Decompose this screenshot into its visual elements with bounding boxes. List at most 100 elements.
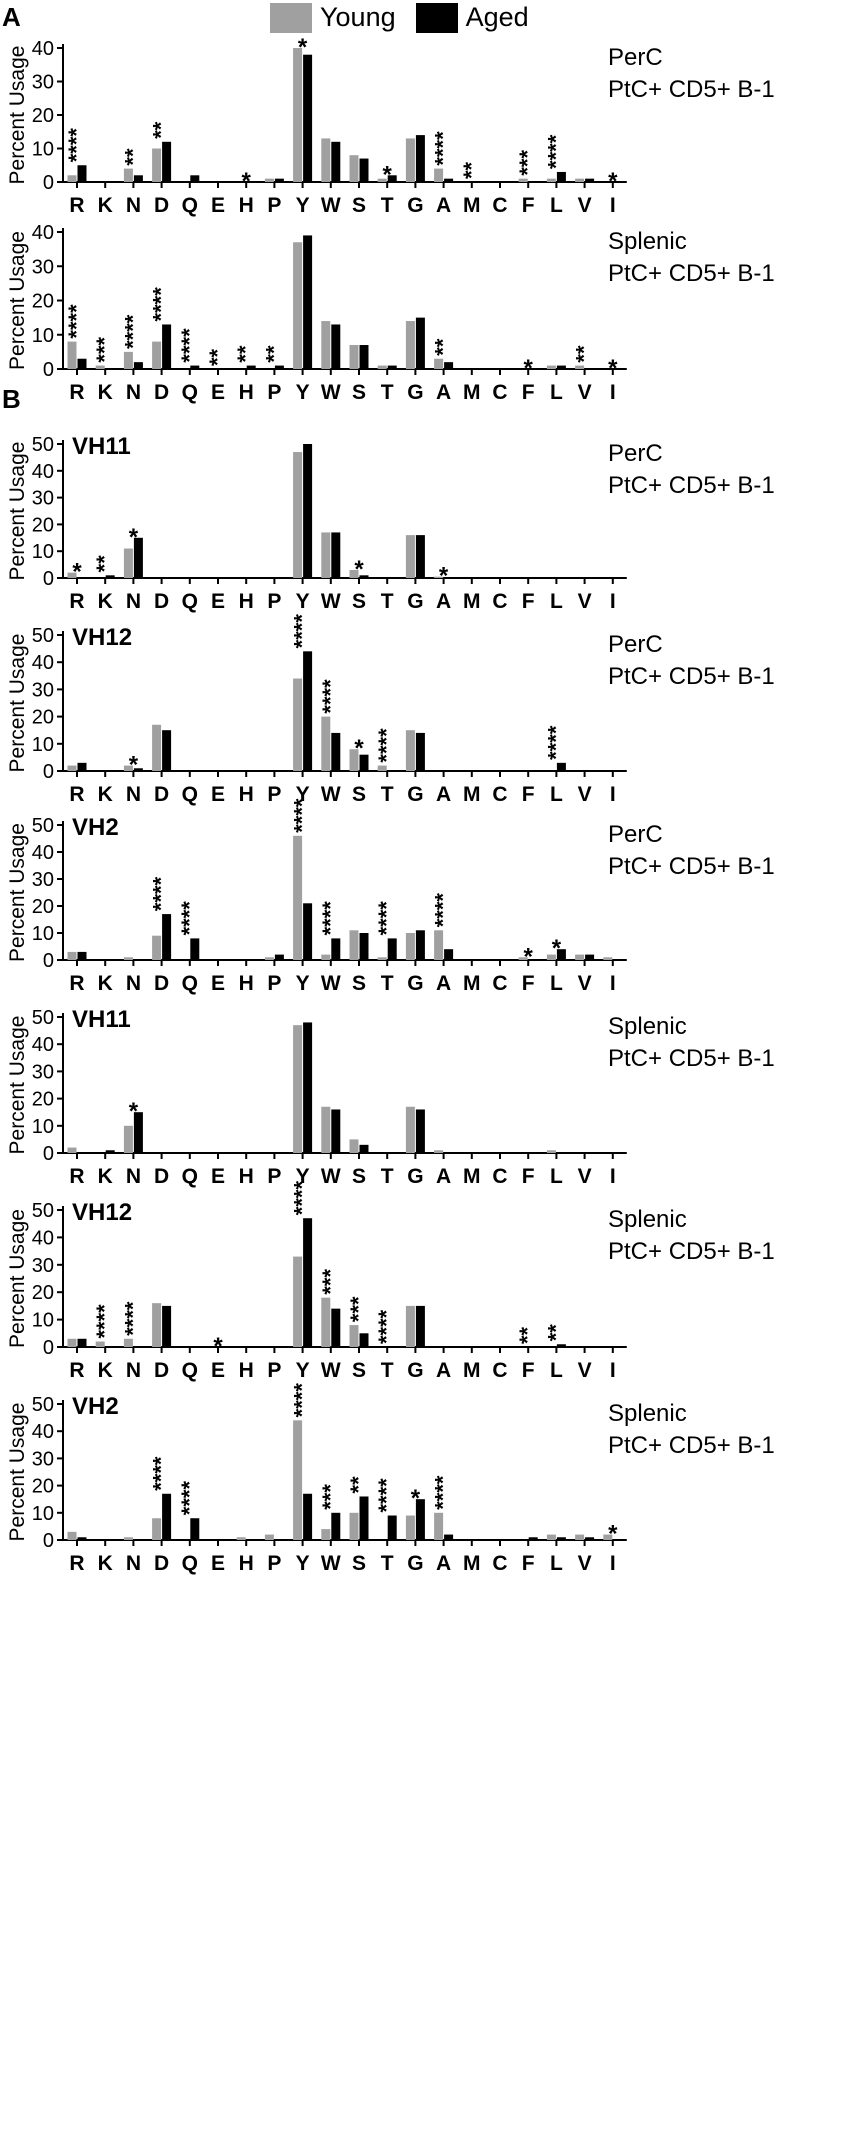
significance-marker: ****: [318, 901, 343, 936]
bar-young: [123, 168, 133, 182]
y-tick-label: 30: [32, 1061, 54, 1083]
bar-aged: [444, 949, 454, 960]
panel-letter-b: B: [2, 384, 21, 414]
bar-aged: [415, 1305, 425, 1347]
panel-letter-a: A: [2, 2, 21, 32]
x-tick-label: L: [550, 783, 563, 806]
significance-marker: ****: [374, 1309, 399, 1344]
legend-label-aged: Aged: [465, 2, 529, 32]
x-tick-label: P: [267, 381, 281, 404]
bar-young: [434, 1512, 444, 1540]
y-tick-label: 10: [32, 923, 54, 945]
bar-aged: [331, 938, 341, 960]
significance-marker: ****: [543, 134, 568, 169]
bar-young: [95, 365, 105, 369]
bar-young: [123, 1338, 133, 1347]
panel-cell-label: PtC+ CD5+ B-1: [608, 76, 775, 103]
x-tick-label: E: [211, 381, 225, 404]
x-tick-label: M: [463, 1359, 481, 1382]
bar-aged: [387, 938, 397, 960]
bar-young: [405, 933, 415, 960]
bar-aged: [303, 444, 313, 578]
bar-young: [405, 138, 415, 182]
bar-young: [264, 957, 274, 960]
x-tick-label: V: [578, 590, 592, 613]
significance-marker: *: [524, 355, 534, 382]
x-tick-label: H: [239, 194, 254, 217]
bar-young: [293, 452, 303, 578]
bar-young: [603, 1534, 613, 1540]
x-tick-label: N: [126, 1359, 141, 1382]
y-tick-label: 10: [32, 325, 54, 347]
bar-aged: [331, 141, 341, 182]
x-tick-label: L: [550, 1165, 563, 1188]
bar-young: [293, 1025, 303, 1153]
significance-marker: ****: [149, 1456, 174, 1491]
significance-marker: ****: [374, 901, 399, 936]
bar-young: [321, 138, 331, 182]
significance-marker: **: [261, 345, 286, 363]
bar-young: [264, 178, 274, 182]
x-tick-label: G: [407, 381, 423, 404]
y-axis-title: Percent Usage: [6, 823, 29, 962]
x-tick-label: Q: [182, 972, 198, 995]
panel-vh-label: VH2: [72, 1393, 119, 1420]
significance-marker: **: [515, 1326, 540, 1344]
y-tick-label: 50: [32, 1200, 54, 1222]
bar-aged: [331, 1308, 341, 1347]
y-tick-label: 0: [43, 1143, 54, 1165]
bar-aged: [77, 762, 87, 771]
bar-aged: [77, 1338, 87, 1347]
bar-aged: [331, 324, 341, 369]
y-tick-label: 50: [32, 1394, 54, 1416]
significance-marker: *: [242, 168, 252, 195]
panel-cell-label: PtC+ CD5+ B-1: [608, 1432, 775, 1459]
x-tick-label: P: [267, 1552, 281, 1575]
bar-aged: [359, 345, 369, 369]
significance-marker: ****: [64, 128, 89, 163]
x-tick-label: T: [381, 381, 394, 404]
bar-young: [603, 957, 613, 960]
x-tick-label: A: [436, 381, 451, 404]
bar-aged: [162, 1493, 172, 1540]
bar-aged: [585, 954, 595, 960]
x-tick-label: S: [352, 1552, 366, 1575]
bar-young: [518, 957, 528, 960]
significance-marker: **: [572, 345, 597, 363]
panel-vh-label: VH11: [72, 1006, 131, 1033]
bar-young: [152, 724, 162, 771]
x-tick-label: S: [352, 194, 366, 217]
x-tick-label: V: [578, 972, 592, 995]
x-tick-label: T: [381, 1165, 394, 1188]
x-tick-label: V: [578, 1359, 592, 1382]
bar-young: [67, 1147, 77, 1153]
x-tick-label: H: [239, 1552, 254, 1575]
bar-aged: [246, 365, 256, 369]
y-tick-label: 40: [32, 38, 54, 60]
bar-young: [575, 1534, 585, 1540]
significance-marker: **: [431, 338, 456, 356]
x-tick-label: T: [381, 590, 394, 613]
significance-marker: **: [205, 348, 230, 366]
x-tick-label: A: [436, 590, 451, 613]
x-tick-label: Y: [296, 972, 310, 995]
bar-aged: [556, 365, 566, 369]
significance-marker: ***: [318, 1269, 343, 1295]
bar-young: [67, 341, 77, 369]
x-tick-label: D: [154, 194, 169, 217]
bar-young: [321, 1529, 331, 1540]
x-tick-label: C: [492, 381, 507, 404]
x-tick-label: S: [352, 590, 366, 613]
legend-label-young: Young: [320, 2, 396, 32]
y-tick-label: 20: [32, 896, 54, 918]
bar-aged: [105, 1150, 115, 1153]
x-tick-label: M: [463, 783, 481, 806]
x-tick-label: R: [69, 783, 84, 806]
y-tick-label: 10: [32, 734, 54, 756]
x-tick-label: N: [126, 783, 141, 806]
y-tick-label: 40: [32, 461, 54, 483]
significance-marker: ****: [64, 304, 89, 339]
significance-marker: *: [129, 752, 139, 779]
x-tick-label: D: [154, 1359, 169, 1382]
